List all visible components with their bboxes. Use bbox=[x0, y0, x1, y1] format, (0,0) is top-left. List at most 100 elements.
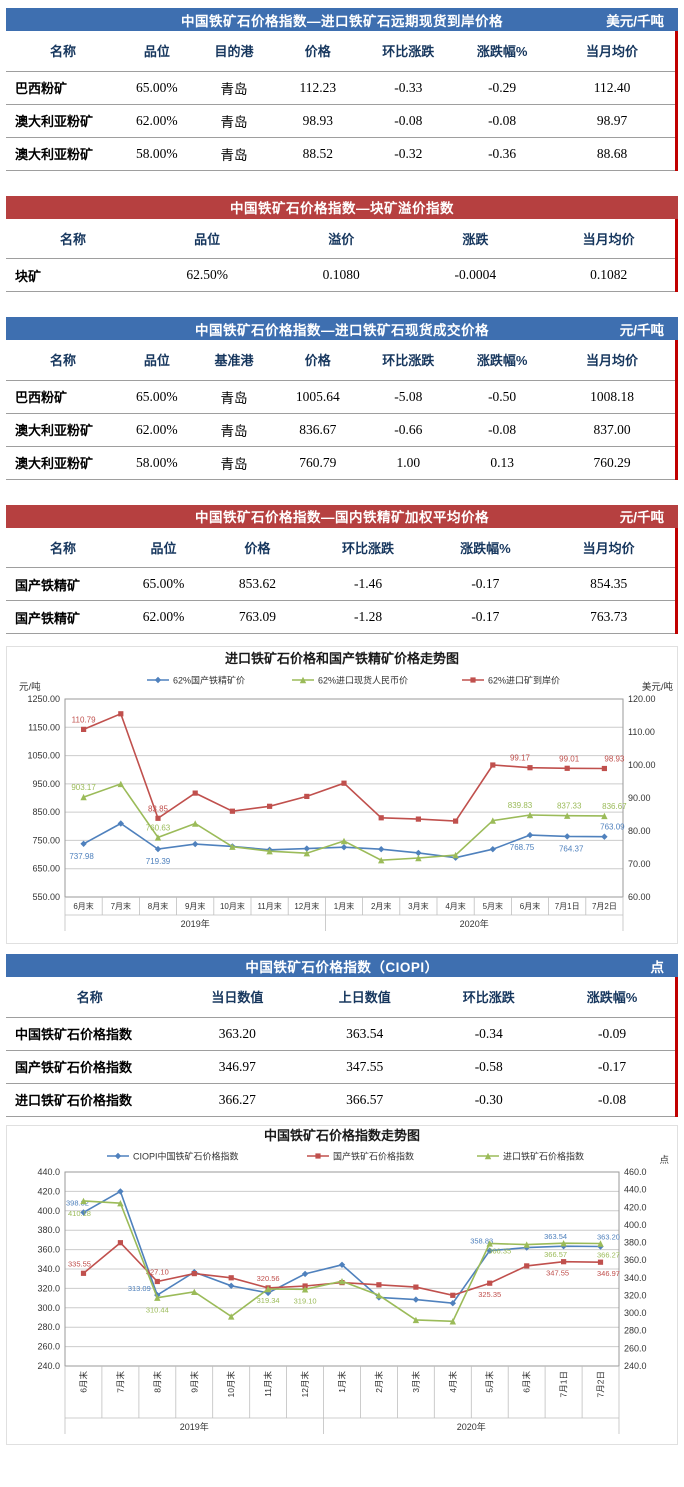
value-cell: -0.32 bbox=[361, 137, 456, 171]
x-axis-label: 8月末 bbox=[152, 1370, 162, 1392]
column-header: 名称 bbox=[6, 340, 120, 381]
row-name-cell: 澳大利亚粉矿 bbox=[6, 104, 120, 138]
svg-text:60.00: 60.00 bbox=[628, 892, 651, 902]
column-header: 品位 bbox=[119, 527, 208, 568]
legend-item: 62%进口矿到岸价 bbox=[462, 675, 560, 686]
table-head: 名称 品位 溢价 涨跌 当月均价 bbox=[6, 218, 679, 259]
header-row: 名称 品位 基准港 价格 环比涨跌 涨跌幅% 当月均价 bbox=[6, 340, 679, 381]
column-header: 涨跌幅% bbox=[549, 977, 679, 1018]
value-cell: -5.08 bbox=[361, 380, 456, 414]
value-cell: 363.54 bbox=[301, 1017, 429, 1051]
svg-text:340.0: 340.0 bbox=[37, 1264, 60, 1274]
x-axis-label: 8月末 bbox=[148, 901, 168, 911]
value-cell: -0.29 bbox=[455, 71, 550, 105]
svg-text:400.0: 400.0 bbox=[624, 1219, 647, 1229]
value-cell: 88.68 bbox=[549, 137, 679, 171]
column-header: 环比涨跌 bbox=[361, 340, 456, 381]
svg-text:400.0: 400.0 bbox=[37, 1205, 60, 1215]
column-header: 价格 bbox=[274, 31, 362, 72]
column-header: 当月均价 bbox=[542, 218, 679, 259]
value-cell: 青岛 bbox=[193, 380, 275, 414]
table-row: 国产铁矿石价格指数 346.97 347.55 -0.58 -0.17 bbox=[6, 1050, 679, 1084]
value-cell: 760.79 bbox=[274, 446, 362, 480]
data-label: 719.39 bbox=[146, 857, 171, 866]
svg-text:650.00: 650.00 bbox=[32, 864, 60, 874]
value-cell: -0.09 bbox=[549, 1017, 679, 1051]
table-row: 澳大利亚粉矿 62.00% 青岛 836.67 -0.66 -0.08 837.00 bbox=[6, 413, 679, 447]
column-header: 涨跌 bbox=[408, 218, 543, 259]
table-row: 巴西粉矿 65.00% 青岛 112.23 -0.33 -0.29 112.40 bbox=[6, 71, 679, 105]
svg-text:360.0: 360.0 bbox=[37, 1244, 60, 1254]
column-header: 价格 bbox=[207, 527, 308, 568]
table-row: 中国铁矿石价格指数 363.20 363.54 -0.34 -0.09 bbox=[6, 1017, 679, 1051]
column-header: 上日数值 bbox=[301, 977, 429, 1018]
header-row: 名称 品位 目的港 价格 环比涨跌 涨跌幅% 当月均价 bbox=[6, 31, 679, 72]
column-header: 名称 bbox=[6, 31, 120, 72]
value-cell: 1008.18 bbox=[549, 380, 679, 414]
table-head: 名称 当日数值 上日数值 环比涨跌 涨跌幅% bbox=[6, 977, 679, 1018]
svg-text:950.00: 950.00 bbox=[32, 779, 60, 789]
column-header: 名称 bbox=[6, 527, 120, 568]
value-cell: -0.17 bbox=[428, 567, 543, 601]
value-cell: -0.66 bbox=[361, 413, 456, 447]
chart-title: 中国铁矿石价格指数走势图 bbox=[264, 1128, 420, 1143]
svg-text:240.0: 240.0 bbox=[624, 1361, 647, 1371]
value-cell: -1.46 bbox=[307, 567, 429, 601]
column-header: 品位 bbox=[140, 218, 275, 259]
data-label: 837.33 bbox=[557, 802, 582, 811]
value-cell: 1.00 bbox=[361, 446, 456, 480]
column-header: 名称 bbox=[6, 218, 141, 259]
x-axis-label: 10月末 bbox=[220, 901, 245, 911]
value-cell: 65.00% bbox=[119, 567, 208, 601]
data-label: 83.85 bbox=[148, 804, 169, 813]
svg-text:300.0: 300.0 bbox=[624, 1308, 647, 1318]
x-axis-label: 7月末 bbox=[111, 901, 131, 911]
data-label: 760.63 bbox=[146, 823, 171, 832]
ciopi-table: 名称 当日数值 上日数值 环比涨跌 涨跌幅% 中国铁矿石价格指数 363.20 363.54-… bbox=[6, 977, 679, 1117]
row-name-cell: 国产铁矿石价格指数 bbox=[6, 1050, 174, 1084]
table-body: 中国铁矿石价格指数 363.20 363.54 -0.34 -0.09 国产铁矿石价格指数… bbox=[6, 1017, 679, 1117]
svg-text:440.0: 440.0 bbox=[37, 1167, 60, 1177]
data-label: 98.93 bbox=[604, 755, 625, 764]
column-header: 溢价 bbox=[274, 218, 409, 259]
data-label: 313.09 bbox=[128, 1284, 151, 1293]
data-label: 346.97 bbox=[597, 1269, 620, 1278]
column-header: 名称 bbox=[6, 977, 174, 1018]
legend-item: CIOPI中国铁矿石价格指数 bbox=[107, 1150, 239, 1161]
value-cell: 青岛 bbox=[193, 104, 275, 138]
x-axis-label: 3月末 bbox=[408, 901, 428, 911]
svg-text:300.0: 300.0 bbox=[37, 1302, 60, 1312]
left-axis-unit: 元/吨 bbox=[19, 681, 41, 693]
svg-text:260.0: 260.0 bbox=[624, 1343, 647, 1353]
x-axis-label: 9月末 bbox=[185, 901, 205, 911]
table-body: 块矿 62.50% 0.1080 -0.0004 0.1082 bbox=[6, 258, 679, 292]
value-cell: 98.93 bbox=[274, 104, 362, 138]
header-row: 名称 品位 溢价 涨跌 当月均价 bbox=[6, 218, 679, 259]
value-cell: -0.30 bbox=[428, 1083, 550, 1117]
value-cell: 65.00% bbox=[119, 71, 194, 105]
value-cell: 112.23 bbox=[274, 71, 362, 105]
domestic-concentrate-table: 名称 品位 价格 环比涨跌 涨跌幅% 当月均价 国产铁精矿 65.00% 853.62 -1.46… bbox=[6, 527, 679, 634]
table-unit: 元/千吨 bbox=[619, 322, 664, 338]
svg-text:100.00: 100.00 bbox=[628, 760, 656, 770]
x-axis-label: 6月末 bbox=[73, 901, 93, 911]
x-axis-label: 2月末 bbox=[374, 1370, 384, 1392]
x-axis-label: 7月末 bbox=[115, 1370, 125, 1392]
table-domestic-concentrate-section: 中国铁矿石价格指数—国内铁精矿加权平均价格 元/千吨 名称 品位 价格 环比涨跌 涨跌幅… bbox=[6, 504, 679, 634]
x-axis-label: 11月末 bbox=[257, 901, 281, 911]
data-label: 410.18 bbox=[68, 1208, 91, 1217]
x-axis-label: 6月末 bbox=[520, 901, 540, 911]
svg-text:120.00: 120.00 bbox=[628, 694, 656, 704]
data-label: 768.75 bbox=[510, 843, 535, 852]
svg-text:850.00: 850.00 bbox=[32, 807, 60, 817]
column-header: 品位 bbox=[119, 340, 194, 381]
data-label: 398.32 bbox=[66, 1198, 89, 1207]
data-label: 327.10 bbox=[146, 1267, 169, 1276]
column-header: 目的港 bbox=[193, 31, 275, 72]
svg-text:440.0: 440.0 bbox=[624, 1184, 647, 1194]
data-label: 325.35 bbox=[478, 1290, 501, 1299]
value-cell: 366.27 bbox=[173, 1083, 302, 1117]
legend-item: 进口铁矿石价格指数 bbox=[477, 1150, 584, 1161]
header-row: 名称 品位 价格 环比涨跌 涨跌幅% 当月均价 bbox=[6, 527, 679, 568]
row-name-cell: 巴西粉矿 bbox=[6, 71, 120, 105]
